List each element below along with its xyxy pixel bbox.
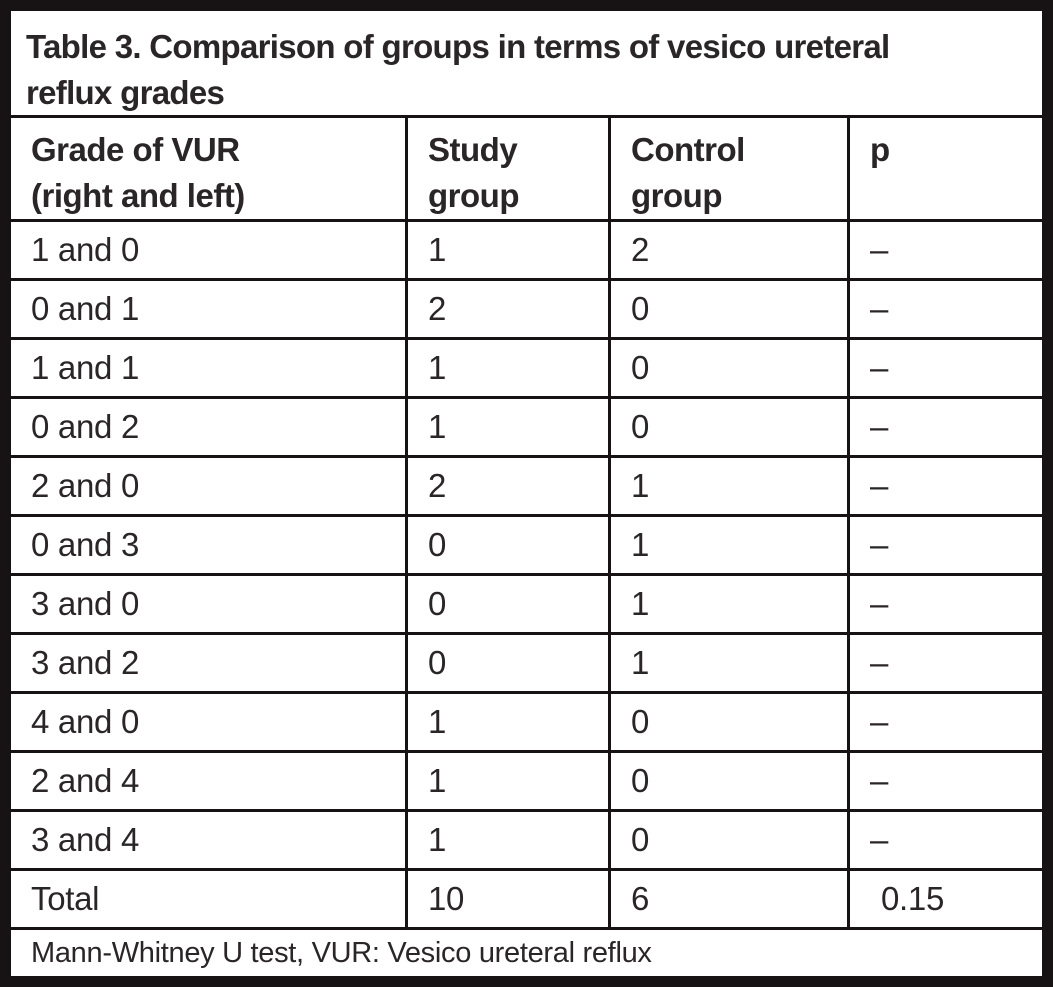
- cell-study-group: 1: [405, 340, 608, 397]
- table-row: 4 and 0 1 0 –: [11, 694, 1042, 754]
- table-title-line1: Table 3. Comparison of groups in terms o…: [26, 28, 890, 65]
- cell-p-value: 0.15: [847, 871, 1042, 928]
- cell-p-value: –: [847, 517, 1042, 574]
- column-header-line: (right and left): [31, 177, 245, 215]
- table-footnote-text: Mann-Whitney U test, VUR: Vesico uretera…: [31, 936, 652, 969]
- column-header-line: Study: [428, 131, 518, 169]
- table-footnote: Mann-Whitney U test, VUR: Vesico uretera…: [11, 930, 1042, 976]
- cell-study-group: 1: [405, 812, 608, 869]
- column-header-p: p: [847, 118, 1042, 220]
- cell-p-value: –: [847, 458, 1042, 515]
- column-header-line: Grade of VUR: [31, 131, 240, 169]
- cell-p-value: –: [847, 635, 1042, 692]
- cell-control-group: 1: [608, 576, 847, 633]
- table-row: 1 and 1 1 0 –: [11, 340, 1042, 400]
- cell-grade-of-vur: 3 and 2: [31, 644, 140, 682]
- table-body: 1 and 0 1 2 – 0 and 1 2 0 – 1 and 1 1 0 …: [11, 222, 1042, 931]
- cell-study-group: 0: [405, 635, 608, 692]
- cell-study-group: 2: [405, 281, 608, 338]
- cell-grade-of-vur: 2 and 4: [31, 762, 140, 800]
- cell-study-group: 0: [405, 576, 608, 633]
- table-header-row: Grade of VUR (right and left) Study grou…: [11, 118, 1042, 223]
- cell-grade-of-vur: 1 and 1: [31, 349, 140, 387]
- cell-control-group: 2: [608, 222, 847, 279]
- cell-p-value: –: [847, 222, 1042, 279]
- cell-grade-of-vur: 3 and 0: [31, 585, 140, 623]
- cell-control-group: 6: [608, 871, 847, 928]
- cell-study-group: 1: [405, 753, 608, 810]
- table-row: 0 and 3 0 1 –: [11, 517, 1042, 577]
- table-row: 2 and 4 1 0 –: [11, 753, 1042, 813]
- cell-control-group: 0: [608, 340, 847, 397]
- cell-grade-of-vur: 0 and 3: [31, 526, 140, 564]
- cell-control-group: 1: [608, 458, 847, 515]
- cell-grade-of-vur: 1 and 0: [31, 231, 140, 269]
- cell-control-group: 0: [608, 812, 847, 869]
- cell-study-group: 0: [405, 517, 608, 574]
- cell-study-group: 1: [405, 399, 608, 456]
- cell-control-group: 0: [608, 399, 847, 456]
- cell-grade-of-vur: 2 and 0: [31, 467, 140, 505]
- cell-p-value: –: [847, 576, 1042, 633]
- cell-control-group: 0: [608, 281, 847, 338]
- cell-grade-of-vur: 3 and 4: [31, 821, 140, 859]
- cell-grade-of-vur: Total: [31, 880, 100, 918]
- cell-study-group: 1: [405, 694, 608, 751]
- table-row: 3 and 2 0 1 –: [11, 635, 1042, 695]
- cell-p-value: –: [847, 281, 1042, 338]
- column-header-study-group: Study group: [405, 118, 608, 220]
- table-row: 3 and 4 1 0 –: [11, 812, 1042, 872]
- cell-control-group: 1: [608, 517, 847, 574]
- column-header-line: group: [428, 177, 519, 215]
- cell-p-value: –: [847, 694, 1042, 751]
- cell-grade-of-vur: 0 and 2: [31, 408, 140, 446]
- cell-p-value: –: [847, 753, 1042, 810]
- cell-control-group: 0: [608, 753, 847, 810]
- column-header-line: group: [631, 177, 722, 215]
- table-row: 2 and 0 2 1 –: [11, 458, 1042, 518]
- table-title-line2: reflux grades: [26, 73, 225, 111]
- table-row: Total 10 6 0.15: [11, 871, 1042, 931]
- table-title: Table 3. Comparison of groups in terms o…: [11, 11, 1042, 119]
- cell-study-group: 10: [405, 871, 608, 928]
- column-header-line: Control: [631, 131, 745, 169]
- cell-grade-of-vur: 0 and 1: [31, 290, 140, 328]
- cell-p-value: –: [847, 340, 1042, 397]
- cell-p-value: –: [847, 399, 1042, 456]
- column-header-line: p: [870, 131, 890, 169]
- cell-control-group: 1: [608, 635, 847, 692]
- table-row: 1 and 0 1 2 –: [11, 222, 1042, 282]
- cell-study-group: 2: [405, 458, 608, 515]
- column-header-grade-of-vur: Grade of VUR (right and left): [11, 118, 405, 219]
- cell-grade-of-vur: 4 and 0: [31, 703, 140, 741]
- cell-control-group: 0: [608, 694, 847, 751]
- cell-study-group: 1: [405, 222, 608, 279]
- table-row: 0 and 1 2 0 –: [11, 281, 1042, 341]
- table-row: 3 and 0 0 1 –: [11, 576, 1042, 636]
- cell-p-value: –: [847, 812, 1042, 869]
- column-header-control-group: Control group: [608, 118, 847, 220]
- table-row: 0 and 2 1 0 –: [11, 399, 1042, 459]
